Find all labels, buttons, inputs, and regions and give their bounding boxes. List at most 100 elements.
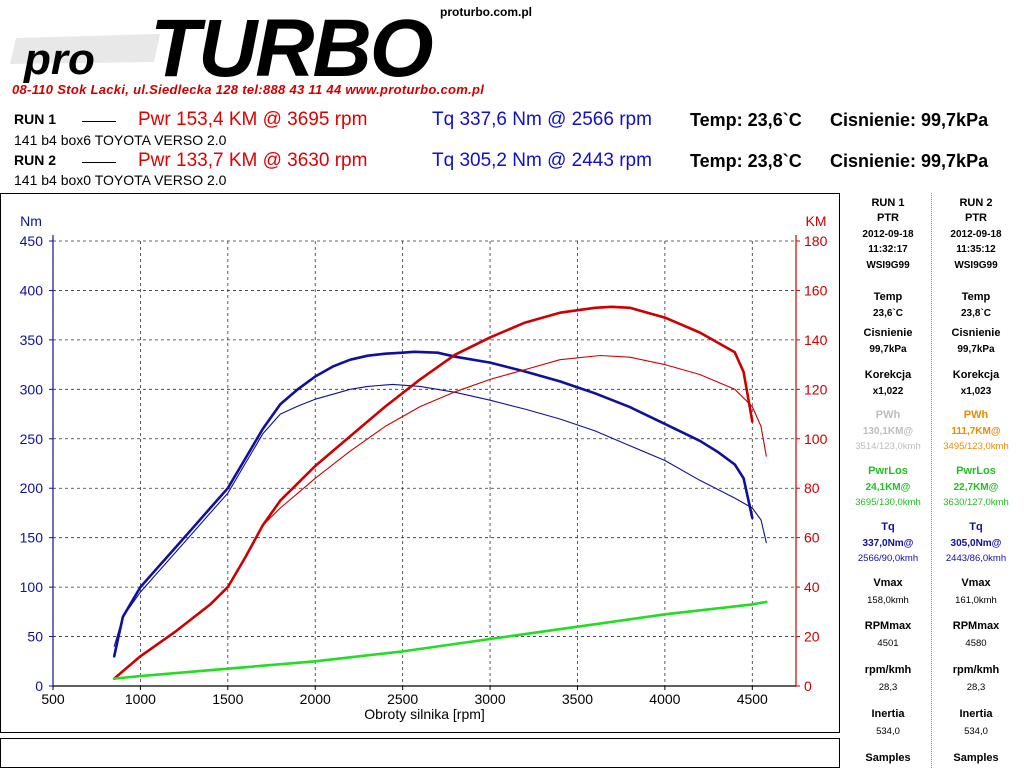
- logo-pro: pro: [23, 35, 95, 84]
- run1-line-swatch: [82, 121, 116, 122]
- run1-description: 141 b4 box6 TOYOTA VERSO 2.0: [14, 132, 227, 148]
- series-line-torque-0: [112, 350, 754, 658]
- x-tick-label: 2000: [300, 691, 331, 707]
- run1-loss-sub: 3695/130,0kmh: [855, 497, 921, 508]
- run2-loss-sub: 3630/127,0kmh: [943, 497, 1009, 508]
- run1-tq-label: Tq: [881, 521, 895, 533]
- y-left-tick-label: 50: [27, 629, 43, 645]
- run1-loss-value: 24,1KM@: [865, 482, 911, 493]
- y-right-tick-label: 120: [804, 381, 828, 397]
- y-right-tick-label: 80: [804, 480, 820, 496]
- run1-tq-sub: 2566/90,0kmh: [857, 553, 919, 564]
- run2-torque: Tq 305,2 Nm @ 2443 rpm: [432, 150, 652, 171]
- run1-rpmmax-label: RPMmax: [864, 620, 912, 632]
- run2-title: RUN 2: [959, 197, 993, 209]
- run2-vmax-value: 161,0kmh: [955, 595, 997, 606]
- run1-pressure-value: 99,7kPa: [869, 344, 907, 355]
- bottom-panel: [0, 738, 840, 768]
- y-right-tick-label: 100: [804, 431, 828, 447]
- x-tick-label: 2500: [387, 691, 418, 707]
- y-left-tick-label: 350: [20, 332, 44, 348]
- run-details-panel: RUN 1 PTR 2012-09-18 11:32:17 WSI9G99 Te…: [845, 193, 1024, 768]
- run2-rpmkmh-label: rpm/kmh: [952, 664, 1000, 676]
- run1-temp: Temp: 23,6`C: [690, 110, 802, 130]
- run1-ptr: PTR: [877, 212, 899, 224]
- y-left-tick-label: 0: [35, 678, 43, 694]
- run2-rpmmax-value: 4580: [965, 638, 987, 649]
- logo-domain: proturbo.com.pl: [440, 5, 532, 19]
- run2-inertia-value: 534,0: [964, 726, 988, 737]
- run1-rpmkmh-value: 28,3: [878, 682, 898, 693]
- y-right-tick-label: 0: [804, 678, 812, 694]
- x-tick-label: 3500: [562, 691, 593, 707]
- series-line-power-3: [113, 354, 767, 680]
- run1-tq-value: 337,0Nm@: [862, 538, 914, 549]
- run2-date: 2012-09-18: [950, 229, 1002, 240]
- run1-inertia-value: 534,0: [876, 726, 900, 737]
- run2-pwh-sub: 3495/123,0kmh: [943, 441, 1009, 452]
- x-tick-label: 3000: [474, 691, 505, 707]
- series-line-loss-4: [112, 600, 768, 680]
- run1-vmax-label: Vmax: [873, 577, 903, 589]
- run2-power: Pwr 133,7 KM @ 3630 rpm: [138, 150, 368, 171]
- logo-turbo: TURBO: [150, 3, 433, 84]
- x-axis-label: Obroty silnika [rpm]: [364, 706, 485, 722]
- run2-inertia-label: Inertia: [959, 708, 993, 720]
- y-right-tick-label: 160: [804, 282, 828, 298]
- run2-description: 141 b4 box0 TOYOTA VERSO 2.0: [14, 172, 227, 188]
- run1-loss-label: PwrLos: [868, 465, 908, 477]
- company-address: 08-110 Stok Lacki, ul.Siedlecka 128 tel:…: [12, 82, 485, 97]
- y-right-tick-label: 140: [804, 332, 828, 348]
- y-left-tick-label: 250: [20, 431, 44, 447]
- y-right-tick-label: 40: [804, 579, 820, 595]
- run2-pwh-label: PWh: [963, 409, 989, 421]
- run1-pressure: Cisnienie: 99,7kPa: [830, 110, 989, 130]
- panel-divider: [931, 193, 932, 768]
- run2-loss-value: 22,7KM@: [953, 482, 999, 493]
- run2-tq-label: Tq: [969, 521, 983, 533]
- run2-temp-label: Temp: [961, 291, 991, 303]
- run2-rpmmax-label: RPMmax: [952, 620, 1000, 632]
- run1-pwh-value: 130,1KM@: [862, 426, 914, 437]
- series-line-torque-1: [113, 383, 767, 647]
- run1-correction-value: x1,022: [872, 386, 904, 397]
- run2-temp-value: 23,8`C: [960, 308, 991, 319]
- run1-rpmkmh-label: rpm/kmh: [864, 664, 912, 676]
- run2-label: RUN 2: [14, 152, 57, 168]
- run2-line-swatch: [82, 162, 116, 163]
- run1-rpmmax-value: 4501: [877, 638, 899, 649]
- run2-time: 11:35:12: [956, 244, 996, 255]
- run1-summary: RUN 1 Pwr 153,4 KM @ 3695 rpm Tq 337,6 N…: [0, 109, 1024, 137]
- x-tick-label: 1000: [125, 691, 156, 707]
- y-left-tick-label: 450: [20, 233, 44, 249]
- run1-time: 11:32:17: [868, 244, 908, 255]
- y-right-tick-label: 180: [804, 233, 828, 249]
- run2-pressure: Cisnienie: 99,7kPa: [830, 151, 989, 171]
- run2-samples-label: Samples: [953, 752, 999, 764]
- y-left-tick-label: 100: [20, 579, 44, 595]
- run2-pressure-value: 99,7kPa: [957, 344, 995, 355]
- y-right-axis-label: KM: [806, 213, 827, 229]
- y-left-tick-label: 400: [20, 282, 44, 298]
- run2-rpmkmh-value: 28,3: [966, 682, 986, 693]
- y-left-tick-label: 300: [20, 381, 44, 397]
- y-right-tick-label: 60: [804, 530, 820, 546]
- logo-bar: [10, 34, 160, 64]
- run1-correction-label: Korekcja: [864, 369, 912, 381]
- y-left-tick-label: 150: [20, 530, 44, 546]
- run2-pressure-label: Cisnienie: [951, 327, 1001, 339]
- dyno-chart: 500 1000 1500 2000 2500 3000 3500 4000 450005010…: [20, 213, 828, 722]
- run2-pwh-value: 111,7KM@: [951, 426, 1001, 437]
- dyno-chart-frame: 500 1000 1500 2000 2500 3000 3500 4000 4500 0 50 10…: [0, 193, 840, 733]
- x-tick-label: 500: [41, 691, 65, 707]
- run1-pwh-label: PWh: [875, 409, 901, 421]
- run1-temp-value: 23,6`C: [872, 308, 903, 319]
- y-left-tick-label: 200: [20, 480, 44, 496]
- run2-vmax-label: Vmax: [961, 577, 991, 589]
- run2-summary: RUN 2 Pwr 133,7 KM @ 3630 rpm Tq 305,2 N…: [0, 150, 1024, 178]
- run1-torque: Tq 337,6 Nm @ 2566 rpm: [432, 109, 652, 130]
- run1-date: 2012-09-18: [862, 229, 914, 240]
- run2-loss-label: PwrLos: [956, 465, 996, 477]
- run2-tq-sub: 2443/86,0kmh: [945, 553, 1007, 564]
- run1-temp-label: Temp: [873, 291, 903, 303]
